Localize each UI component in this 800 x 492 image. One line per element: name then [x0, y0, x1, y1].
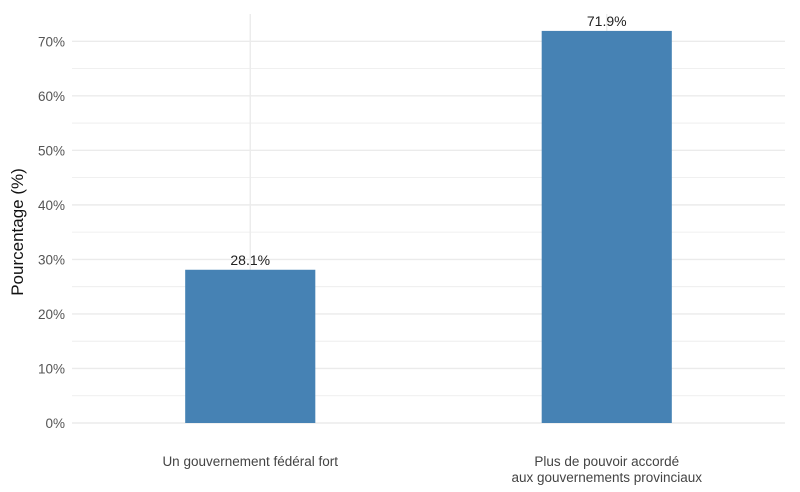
y-tick-label: 70%	[38, 34, 65, 49]
grid	[72, 14, 785, 424]
x-tick-label: Plus de pouvoir accordé aux gouvernements…	[511, 454, 702, 485]
y-tick-label: 20%	[38, 307, 65, 322]
y-tick-label: 50%	[38, 143, 65, 158]
bars	[185, 30, 672, 423]
bar	[185, 269, 316, 423]
data-label: 71.9%	[587, 13, 627, 29]
x-tick-label: Un gouvernement fédéral fort	[162, 454, 338, 469]
y-axis: 0% 10% 20% 30% 40% 50% 60% 70%	[38, 34, 65, 431]
data-label: 28.1%	[230, 252, 270, 268]
y-tick-label: 30%	[38, 252, 65, 267]
y-tick-label: 40%	[38, 198, 65, 213]
y-axis-title: Pourcentage (%)	[8, 168, 27, 296]
y-tick-label: 10%	[38, 361, 65, 376]
y-tick-label: 60%	[38, 89, 65, 104]
x-axis: Un gouvernement fédéral fort Plus de pouv…	[162, 454, 702, 485]
y-tick-label: 0%	[45, 416, 65, 431]
data-labels: 28.1% 71.9%	[230, 13, 626, 268]
bar	[541, 30, 672, 423]
